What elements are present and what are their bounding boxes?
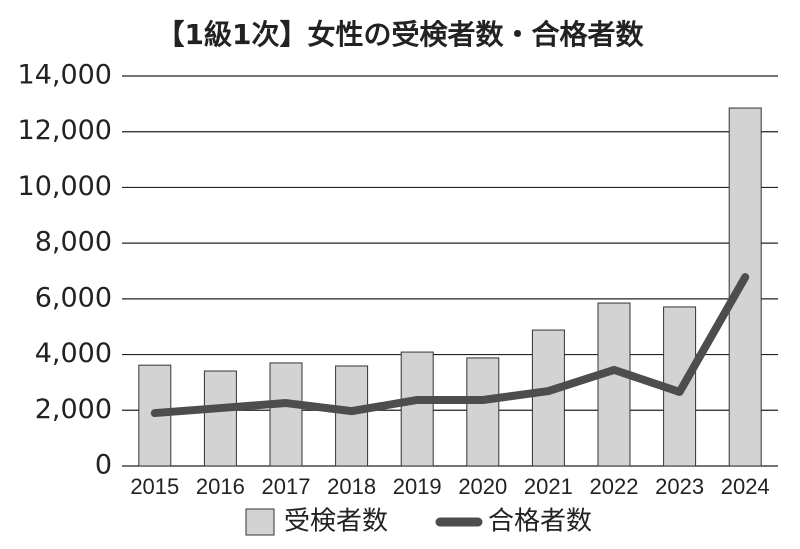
chart-title: 【1級1次】女性の受検者数・合格者数 — [157, 18, 645, 51]
bar — [728, 107, 762, 467]
y-tick-label: 8,000 — [35, 227, 112, 258]
y-tick-label: 2,000 — [35, 394, 112, 425]
y-tick-label: 10,000 — [18, 171, 112, 202]
y-tick-label: 14,000 — [18, 60, 112, 91]
y-tick-label: 4,000 — [35, 338, 112, 369]
y-tick-label: 0 — [95, 450, 112, 481]
x-tick-label: 2017 — [262, 474, 311, 499]
x-tick-label: 2023 — [655, 474, 704, 499]
bar — [335, 365, 369, 467]
legend-swatch — [245, 508, 275, 536]
x-tick-label: 2016 — [196, 474, 245, 499]
y-tick-label: 6,000 — [35, 282, 112, 313]
legend-label: 合格者数 — [488, 507, 592, 537]
x-tick-label: 2015 — [130, 474, 179, 499]
x-tick-label: 2021 — [524, 474, 573, 499]
bar — [597, 302, 631, 467]
x-tick-label: 2020 — [458, 474, 507, 499]
legend-label: 受検者数 — [284, 507, 388, 537]
x-tick-label: 2024 — [721, 474, 770, 499]
x-tick-label: 2019 — [393, 474, 442, 499]
line — [150, 273, 750, 418]
bar — [269, 362, 303, 467]
bar — [531, 329, 565, 467]
bar — [203, 370, 237, 467]
x-tick-label: 2022 — [590, 474, 639, 499]
bar — [400, 351, 434, 467]
bar — [466, 357, 500, 467]
x-tick-label: 2018 — [327, 474, 376, 499]
y-tick-label: 12,000 — [18, 115, 112, 146]
